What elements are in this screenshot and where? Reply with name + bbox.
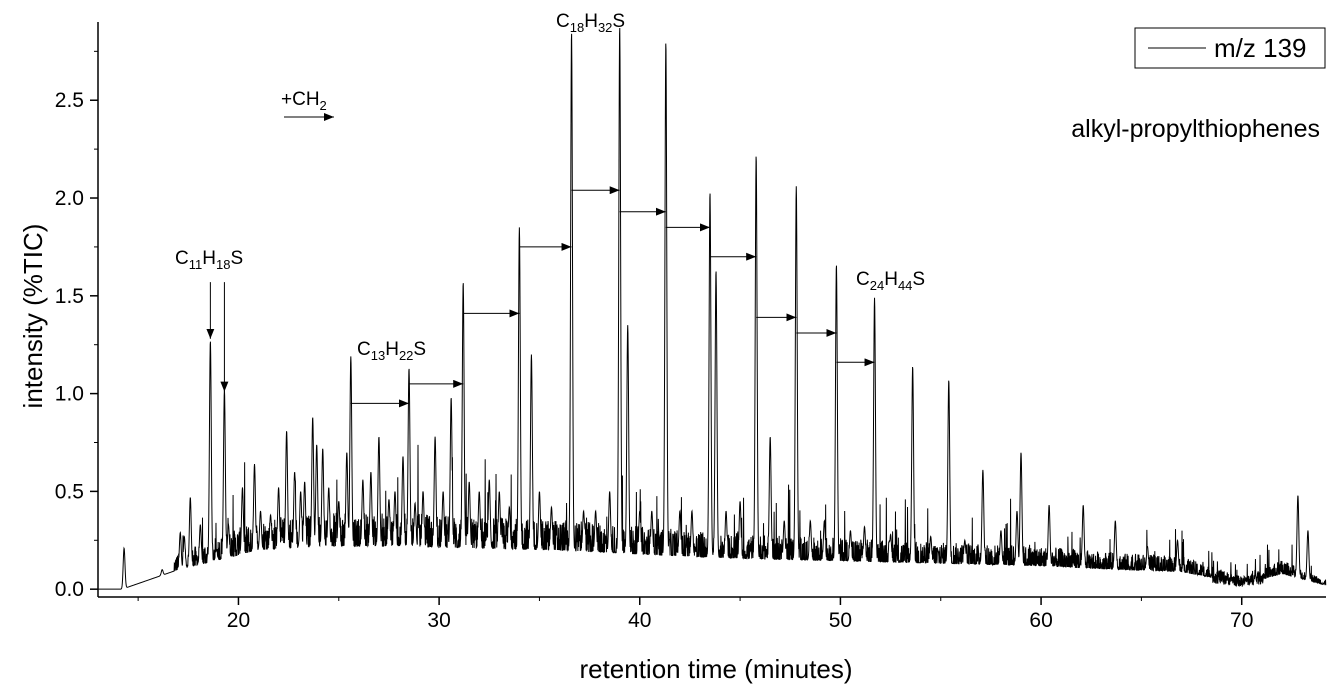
- y-tick-label: 2.0: [55, 187, 84, 210]
- x-tick-label: 60: [1029, 609, 1052, 632]
- y-tick-label: 0.0: [55, 578, 84, 601]
- compound-class-label: alkyl-propylthiophenes: [1071, 115, 1320, 143]
- x-tick-label: 40: [628, 609, 651, 632]
- formula-label: C18H32S: [556, 11, 625, 35]
- legend-label: m/z 139: [1214, 33, 1307, 63]
- formula-label: C11H18S: [175, 248, 243, 272]
- formula-label: C24H44S: [856, 269, 925, 293]
- annotations: +CH2 C11H18S C13H22S C18H32S C24H44S: [175, 11, 925, 408]
- trace-group: [98, 27, 1327, 590]
- y-tick-label: 2.5: [55, 89, 84, 112]
- y-tick-label: 0.5: [55, 480, 84, 503]
- legend: m/z 139: [1134, 27, 1326, 69]
- x-tick-label: 30: [427, 609, 450, 632]
- y-tick-label: 1.5: [55, 285, 84, 308]
- axes: 20 30 40 50 60 70 0.0 0.5 1.0 1.5 2.0 2.5: [55, 22, 1326, 632]
- x-tick-label: 70: [1230, 609, 1253, 632]
- y-tick-label: 1.0: [55, 383, 84, 406]
- x-tick-label: 50: [829, 609, 852, 632]
- series-line: [98, 27, 1327, 590]
- ch2-label: +CH2: [281, 89, 327, 113]
- y-axis-title: intensity (%TIC): [18, 224, 48, 409]
- formula-label: C13H22S: [357, 339, 426, 363]
- x-tick-label: 20: [227, 609, 250, 632]
- x-axis-title: retention time (minutes): [579, 654, 852, 684]
